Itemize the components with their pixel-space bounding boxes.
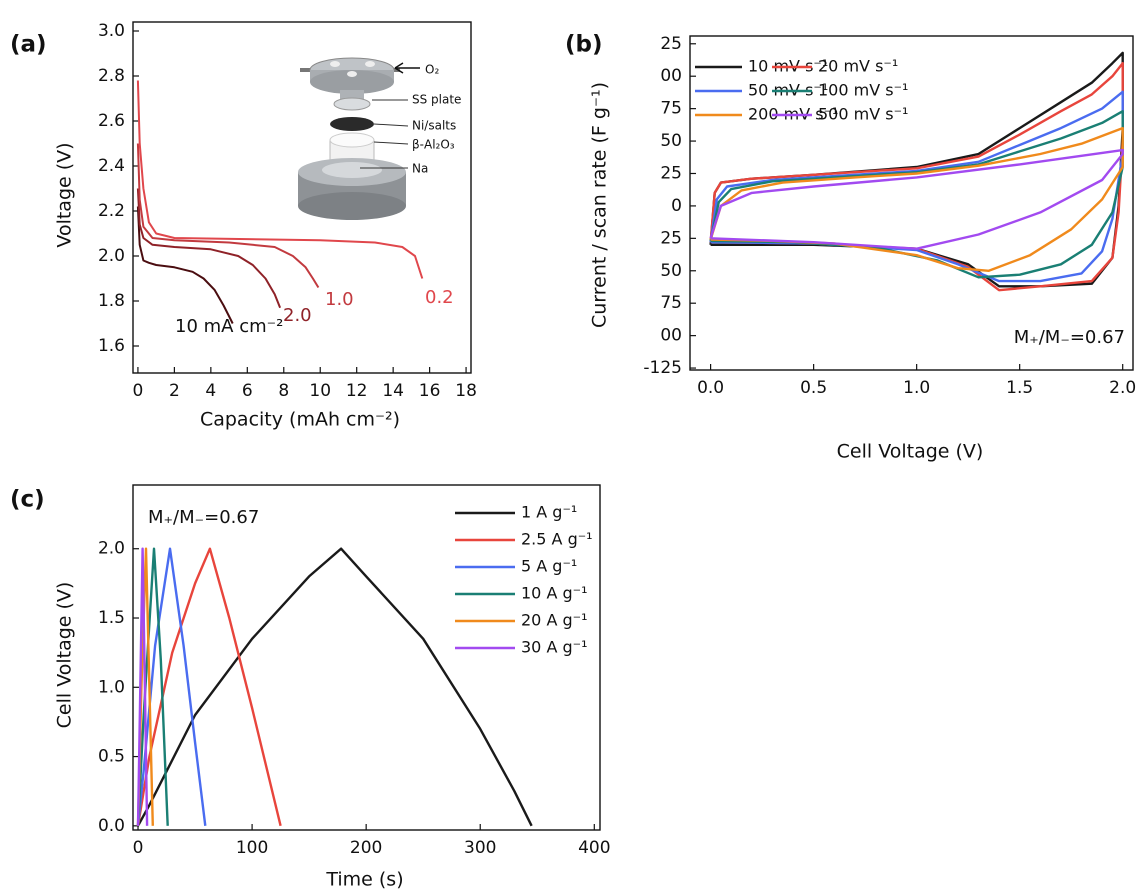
data-line — [709, 62, 1124, 292]
annotation: M₊/M₋=0.67 — [148, 507, 259, 528]
data-line — [136, 143, 320, 289]
curve-label: 2.0 — [283, 305, 312, 326]
legend-label: 20 A g⁻¹ — [521, 611, 588, 630]
curve-label: 0.2 — [425, 287, 454, 308]
y-tick-label: 0.5 — [98, 747, 125, 767]
x-tick-label: 0.5 — [800, 378, 827, 398]
x-tick-label: 12 — [346, 381, 368, 401]
x-tick-label: 4 — [205, 381, 216, 401]
legend-label: 5 A g⁻¹ — [521, 557, 577, 576]
inset-label: β-Al₂O₃ — [412, 138, 455, 152]
inset-label: Na — [412, 162, 428, 176]
y-tick-label: 3.0 — [98, 21, 125, 41]
y-tick-label: 2.6 — [98, 111, 125, 131]
data-line — [136, 206, 234, 324]
legend-label: 500 mV s⁻¹ — [818, 105, 908, 124]
data-line — [709, 148, 1124, 250]
y-axis-title: Current / scan rate (F g⁻¹) — [589, 82, 611, 328]
curve-label: 1.0 — [325, 289, 354, 310]
plot-frame — [689, 35, 1134, 371]
data-line — [136, 188, 282, 309]
x-tick-label: 0.0 — [697, 378, 724, 398]
y-axis-title: Cell Voltage (V) — [54, 582, 76, 729]
data-line — [709, 110, 1124, 279]
x-tick-label: 400 — [578, 838, 610, 858]
data-line — [136, 547, 149, 826]
inset-label: Ni/salts — [412, 119, 456, 133]
inset-drawing — [298, 57, 420, 220]
x-tick-label: 300 — [464, 838, 496, 858]
legend-label: 1 A g⁻¹ — [521, 503, 577, 522]
x-tick-label: 8 — [278, 381, 289, 401]
x-axis-title: Cell Voltage (V) — [837, 441, 984, 463]
legend-label: 2.5 A g⁻¹ — [521, 530, 593, 549]
y-tick-label: 75 — [660, 99, 682, 119]
legend-label: 100 mV s⁻¹ — [818, 81, 908, 100]
plot-frame — [132, 21, 472, 374]
inset-label: SS plate — [412, 93, 461, 107]
y-tick-label: 1.6 — [98, 336, 125, 356]
y-tick-label: 1.0 — [98, 677, 125, 697]
legend-label: 10 A g⁻¹ — [521, 584, 588, 603]
legend-label: 20 mV s⁻¹ — [818, 57, 898, 76]
x-axis-title: Time (s) — [325, 869, 403, 891]
x-tick-label: 100 — [236, 838, 268, 858]
x-tick-label: 1.0 — [903, 378, 930, 398]
x-tick-label: 2 — [169, 381, 180, 401]
y-tick-label: 75 — [660, 293, 682, 313]
data-line — [136, 80, 424, 279]
x-tick-label: 200 — [350, 838, 382, 858]
panel-label: (c) — [10, 487, 45, 513]
y-tick-label: 2.0 — [98, 539, 125, 559]
y-tick-label: 2.0 — [98, 246, 125, 266]
y-tick-label: 50 — [660, 261, 682, 281]
x-tick-label: 6 — [242, 381, 253, 401]
y-tick-label: 1.5 — [98, 608, 125, 628]
data-line — [136, 547, 169, 826]
y-axis-title: Voltage (V) — [54, 142, 76, 247]
x-axis-title: Capacity (mAh cm⁻²) — [200, 409, 400, 431]
y-tick-label: 25 — [660, 228, 682, 248]
x-tick-label: 18 — [455, 381, 477, 401]
x-tick-label: 1.5 — [1006, 378, 1033, 398]
x-tick-label: 0 — [133, 381, 144, 401]
x-tick-label: 10 — [309, 381, 331, 401]
y-tick-label: 2.8 — [98, 66, 125, 86]
panel-label: (b) — [565, 32, 603, 58]
inset-label: O₂ — [425, 63, 439, 77]
y-tick-label: 50 — [660, 131, 682, 151]
curve-label: 10 mA cm⁻² — [175, 316, 283, 337]
x-tick-label: 14 — [382, 381, 404, 401]
data-line — [136, 547, 533, 827]
y-tick-label: 00 — [660, 66, 682, 86]
y-tick-label: 25 — [660, 163, 682, 183]
y-tick-label: 1.8 — [98, 291, 125, 311]
legend-label: 30 A g⁻¹ — [521, 638, 588, 657]
panel-label: (a) — [10, 32, 47, 58]
x-tick-label: 0 — [133, 838, 144, 858]
y-tick-label: 0.0 — [98, 816, 125, 836]
y-tick-label: 2.4 — [98, 156, 125, 176]
data-line — [709, 126, 1124, 272]
x-tick-label: 16 — [419, 381, 441, 401]
y-tick-label: 0 — [671, 196, 682, 216]
x-tick-label: 2.0 — [1109, 378, 1136, 398]
y-tick-label: -125 — [643, 358, 682, 378]
y-tick-label: 00 — [660, 326, 682, 346]
data-line — [136, 547, 282, 827]
y-tick-label: 25 — [660, 34, 682, 54]
annotation: M₊/M₋=0.67 — [1014, 327, 1125, 348]
plot-frame — [132, 484, 601, 831]
data-line — [136, 547, 207, 826]
y-tick-label: 2.2 — [98, 201, 125, 221]
